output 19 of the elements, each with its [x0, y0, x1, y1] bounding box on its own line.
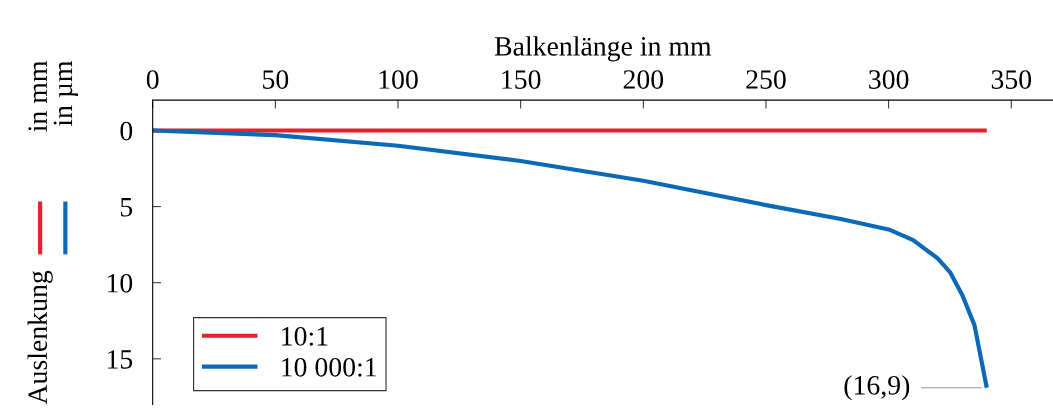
x-tick-label: 350 — [991, 70, 1032, 89]
x-tick-label: 100 — [379, 70, 418, 89]
y-tick-label: 10 — [107, 273, 133, 293]
x-tick-label: 150 — [502, 70, 541, 89]
y-tick-label: 0 — [120, 121, 133, 141]
x-tick-label: 300 — [869, 70, 909, 89]
x-tick-label: 200 — [623, 70, 664, 89]
annotation: (16,9) — [844, 375, 910, 401]
y-tick-label: 5 — [120, 198, 133, 217]
legend-label: 10 000:1 — [282, 357, 377, 377]
y-axis-title: Auslenkung — [27, 270, 53, 405]
x-tick-label: 250 — [746, 70, 786, 89]
x-tick-label: 0 — [146, 70, 159, 89]
legend-label: 10:1 — [282, 326, 328, 346]
x-tick-label: 50 — [263, 70, 289, 89]
y-tick-label: 15 — [107, 350, 133, 369]
x-axis-title: Balkenlänge in mm — [494, 36, 712, 62]
text: in µm — [53, 60, 78, 127]
text: in mm — [28, 60, 47, 132]
